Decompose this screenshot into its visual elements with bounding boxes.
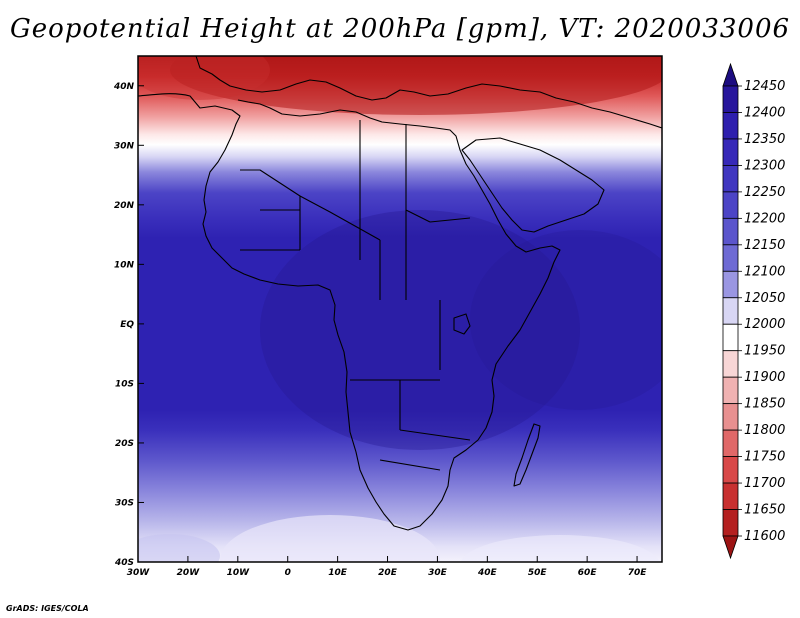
colorbar-label: 12200 — [744, 211, 785, 226]
lon-tick-label: 10W — [227, 568, 251, 578]
lat-tick-label: 10N — [114, 260, 135, 270]
lon-tick-label: 10E — [328, 568, 348, 578]
lat-tick-label: 40S — [114, 558, 134, 568]
colorbar-box — [722, 456, 739, 484]
lon-tick-label: 20W — [177, 568, 201, 578]
plot-frame — [137, 55, 663, 563]
colorbar-label: 11600 — [744, 529, 785, 544]
colorbar-label: 11700 — [744, 476, 785, 491]
lon-tick-label: 20E — [378, 568, 398, 578]
colorbar-box — [722, 270, 739, 299]
credit-label: GrADS: IGES/COLA — [6, 604, 89, 613]
colorbar-box — [722, 112, 739, 140]
lat-tick-label: 30S — [115, 498, 134, 508]
colorbar-box — [722, 376, 739, 405]
colorbar-label: 11900 — [744, 370, 785, 385]
lat-tick-label: 40N — [113, 82, 135, 92]
chart-title: Geopotential Height at 200hPa [gpm], VT:… — [9, 14, 791, 44]
colorbar-box — [722, 217, 739, 246]
colorbar-label: 11750 — [744, 450, 785, 465]
colorbar-box — [722, 350, 739, 378]
colorbar-label: 12100 — [744, 264, 785, 279]
colorbar-label: 11850 — [744, 397, 785, 412]
lon-tick-label: 40E — [477, 568, 498, 578]
lon-tick-label: 30W — [127, 568, 151, 578]
colorbar-label: 12250 — [744, 185, 785, 200]
colorbar-box — [722, 429, 739, 457]
lat-tick-label: 20S — [115, 439, 134, 449]
lat-tick-label: EQ — [120, 320, 134, 330]
lon-tick-label: 30E — [428, 568, 448, 578]
colorbar-label: 12000 — [744, 317, 785, 332]
colorbar-box — [722, 323, 739, 352]
colorbar-label: 11800 — [744, 423, 785, 438]
colorbar-box — [722, 191, 739, 219]
colorbar-label: 12450 — [744, 79, 785, 94]
colorbar-box — [722, 85, 739, 113]
colorbar-box — [722, 244, 739, 272]
colorbar-label: 12150 — [744, 238, 785, 253]
coastlines — [138, 56, 662, 531]
colorbar-box — [722, 297, 739, 325]
lon-tick-label: 70E — [628, 568, 648, 578]
height-field — [138, 56, 662, 562]
colorbar-box — [722, 482, 739, 510]
lat-tick-label: 10S — [115, 379, 134, 389]
colorbar-label: 11950 — [744, 344, 785, 359]
colorbar-min-arrow — [722, 535, 739, 560]
colorbar-box — [722, 138, 739, 166]
lon-tick-label: 0 — [285, 568, 291, 578]
colorbar-max-arrow — [722, 62, 739, 87]
colorbar: 12450 12400 12350 12300 12250 12200 12150 12100… — [722, 62, 785, 560]
lat-tick-label: 30N — [114, 141, 135, 151]
lon-tick-label: 60E — [578, 568, 598, 578]
colorbar-box — [722, 509, 739, 537]
colorbar-label: 12350 — [744, 132, 785, 147]
lon-tick-label: 50E — [528, 568, 548, 578]
colorbar-box — [722, 403, 739, 431]
colorbar-label: 12400 — [744, 105, 785, 120]
colorbar-box — [722, 165, 739, 193]
axis-ticks: 30W 20W 10W 0 10E 20E 30E 40E 50E 60E 70E 40N 30N 20N… — [113, 82, 647, 578]
colorbar-label: 12050 — [744, 291, 785, 306]
colorbar-label: 12300 — [744, 158, 785, 173]
colorbar-label: 11650 — [744, 503, 785, 518]
lat-tick-label: 20N — [114, 201, 135, 211]
